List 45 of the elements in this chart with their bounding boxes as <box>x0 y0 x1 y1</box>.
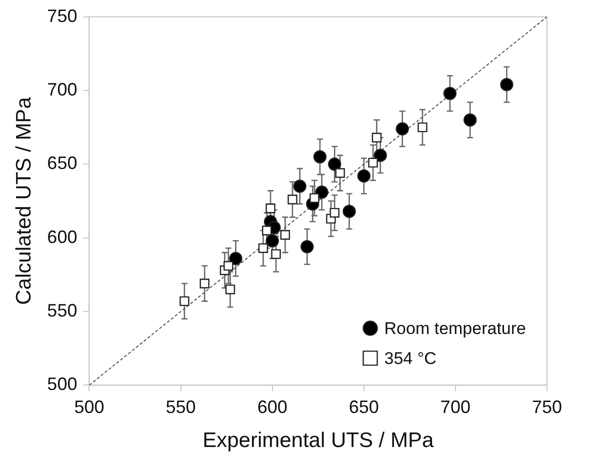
x-tick-label: 700 <box>440 396 470 417</box>
point <box>310 193 320 203</box>
x-tick-label: 550 <box>166 396 196 417</box>
point <box>368 158 378 168</box>
legend-label: Room temperature <box>384 318 526 338</box>
point <box>463 113 477 127</box>
point <box>335 168 345 178</box>
y-tick-label: 550 <box>47 300 78 320</box>
x-tick-label: 500 <box>74 396 104 417</box>
point <box>180 296 190 306</box>
y-tick-label: 700 <box>47 79 78 100</box>
point <box>225 284 236 294</box>
point <box>258 243 268 253</box>
point <box>418 122 428 132</box>
point <box>271 249 281 259</box>
x-tick-label: 650 <box>348 396 379 417</box>
point <box>313 150 327 164</box>
point <box>224 260 234 271</box>
point <box>300 240 314 254</box>
y-axis-title: Calculated UTS / MPa <box>12 96 36 305</box>
point <box>374 148 387 162</box>
x-tick-label: 750 <box>532 396 562 417</box>
point <box>396 122 409 136</box>
x-tick-label: 600 <box>257 396 288 417</box>
point <box>372 132 382 142</box>
y-tick-label: 750 <box>47 6 78 26</box>
point <box>330 208 340 218</box>
point <box>200 278 210 288</box>
point <box>443 86 457 100</box>
point <box>357 169 370 183</box>
point <box>229 252 242 266</box>
point <box>262 226 272 236</box>
y-tick-label: 500 <box>47 374 78 394</box>
y-tick-label: 600 <box>47 226 78 247</box>
point <box>500 78 514 92</box>
point <box>293 180 306 193</box>
point <box>288 194 298 204</box>
point <box>266 204 276 214</box>
point <box>328 158 342 171</box>
legend-label: 354 °C <box>384 348 436 368</box>
point <box>280 230 290 240</box>
point <box>342 204 356 218</box>
point <box>266 234 279 248</box>
x-axis-title: Experimental UTS / MPa <box>202 429 434 452</box>
y-tick-label: 650 <box>47 153 78 174</box>
